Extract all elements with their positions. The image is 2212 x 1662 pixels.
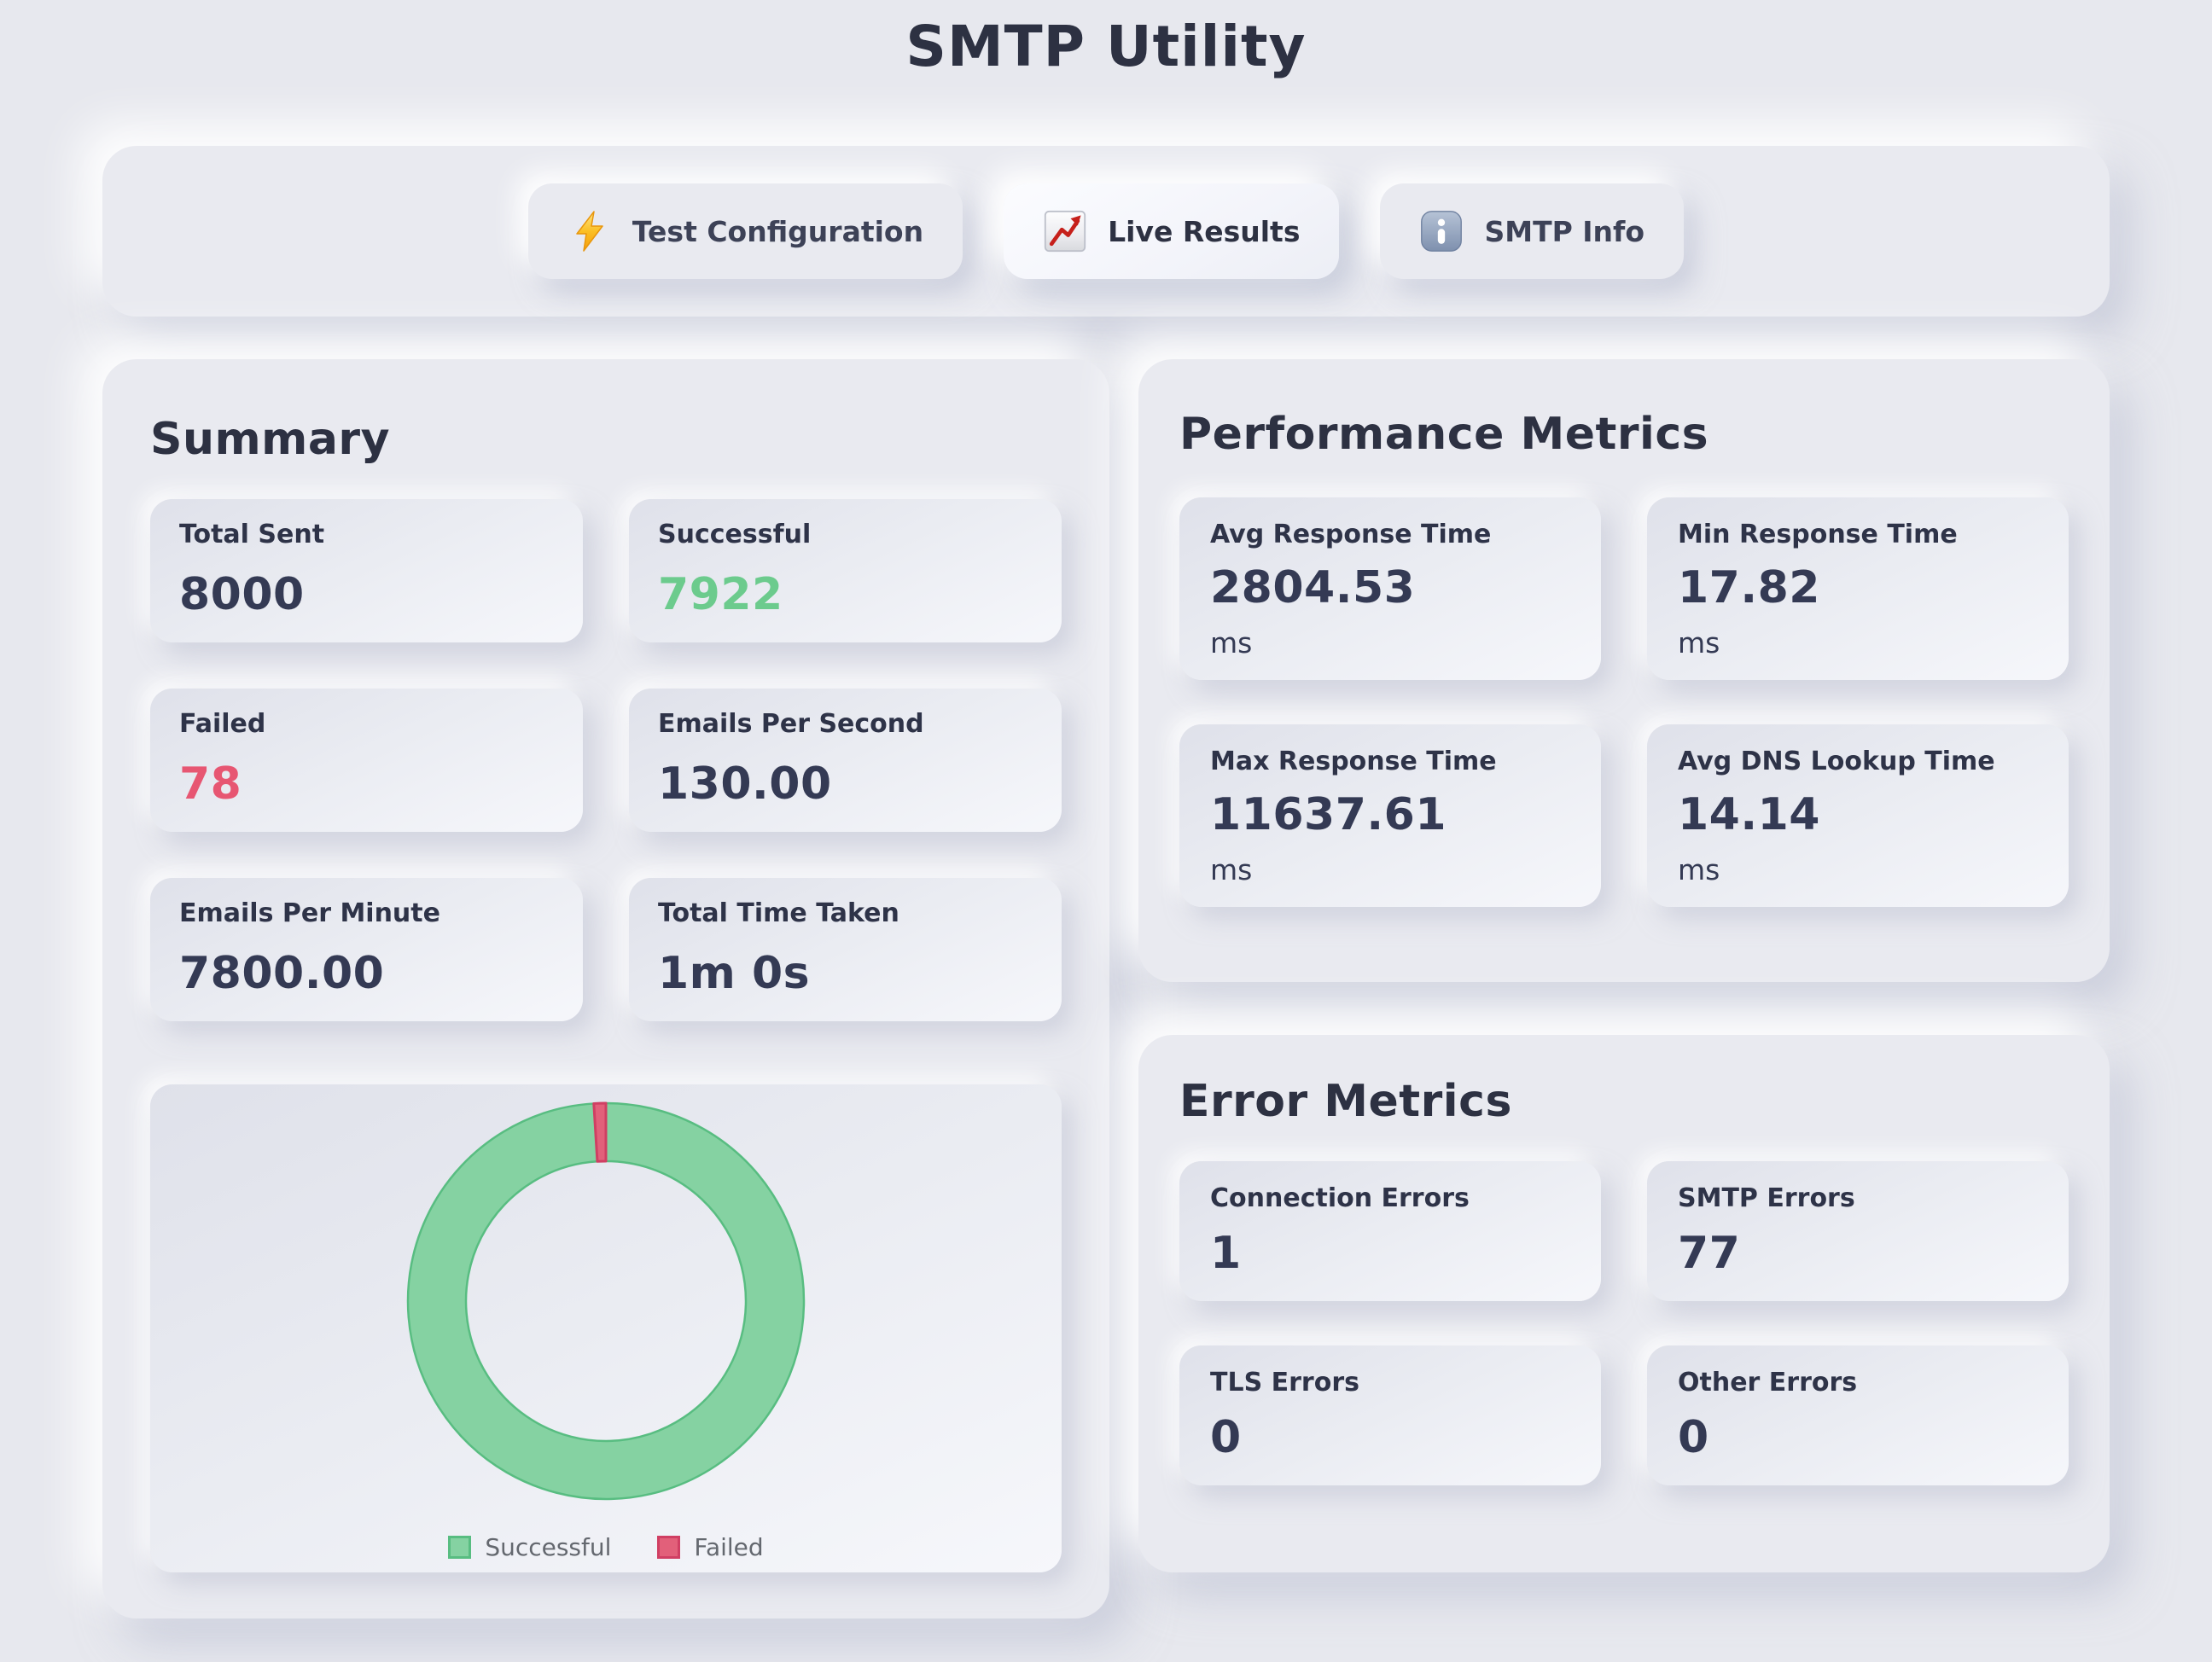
stat-value: 130.00	[658, 758, 832, 810]
stat-card-total-sent: Total Sent 8000	[150, 499, 583, 642]
metric-value: 17.82	[1678, 562, 1820, 613]
summary-stat-grid: Total Sent 8000 Successful 7922 Failed 7…	[150, 499, 1062, 1021]
stat-card-successful: Successful 7922	[629, 499, 1062, 642]
chart-icon	[1044, 210, 1086, 253]
stat-label: Emails Per Second	[658, 709, 924, 739]
tab-live-results[interactable]: Live Results	[1004, 183, 1340, 279]
stat-card-emails-per-minute: Emails Per Minute 7800.00	[150, 878, 583, 1021]
metric-label: Min Response Time	[1678, 520, 1958, 549]
error-grid: Connection Errors 1 SMTP Errors 77 TLS E…	[1179, 1161, 2069, 1485]
error-value: 0	[1678, 1412, 1709, 1463]
right-column: Performance Metrics Avg Response Time 28…	[1138, 359, 2110, 1572]
metric-unit: ms	[1210, 626, 1253, 660]
error-card-connection-errors: Connection Errors 1	[1179, 1161, 1601, 1301]
stat-label: Failed	[179, 709, 266, 739]
chart-card: Successful Failed	[150, 1084, 1062, 1572]
metric-card-min-response-time: Min Response Time 17.82 ms	[1647, 497, 2069, 680]
stat-label: Emails Per Minute	[179, 898, 440, 928]
error-label: TLS Errors	[1210, 1368, 1359, 1398]
error-card-tls-errors: TLS Errors 0	[1179, 1345, 1601, 1485]
error-label: Other Errors	[1678, 1368, 1858, 1398]
legend-label: Failed	[694, 1533, 764, 1561]
legend-swatch-failed	[657, 1536, 681, 1559]
legend-swatch-successful	[448, 1536, 472, 1559]
stat-card-total-time-taken: Total Time Taken 1m 0s	[629, 878, 1062, 1021]
stat-label: Total Time Taken	[658, 898, 899, 928]
info-icon	[1421, 211, 1463, 252]
error-value: 1	[1210, 1228, 1242, 1279]
error-label: Connection Errors	[1210, 1183, 1470, 1213]
metric-value: 11637.61	[1210, 789, 1447, 840]
tab-label: SMTP Info	[1484, 214, 1645, 248]
stat-value: 1m 0s	[658, 948, 811, 999]
lightning-icon	[576, 211, 603, 252]
stat-value: 8000	[179, 569, 305, 620]
metric-unit: ms	[1678, 853, 1720, 886]
error-panel: Error Metrics Connection Errors 1 SMTP E…	[1138, 1035, 2110, 1572]
tab-smtp-info[interactable]: SMTP Info	[1380, 183, 1685, 279]
metric-card-avg-dns-lookup-time: Avg DNS Lookup Time 14.14 ms	[1647, 724, 2069, 907]
stat-card-emails-per-second: Emails Per Second 130.00	[629, 689, 1062, 832]
metric-card-max-response-time: Max Response Time 11637.61 ms	[1179, 724, 1601, 907]
error-value: 77	[1678, 1228, 1741, 1279]
stat-value: 7922	[658, 569, 783, 620]
tab-label: Test Configuration	[632, 214, 924, 248]
tab-label: Live Results	[1108, 214, 1301, 248]
error-card-other-errors: Other Errors 0	[1647, 1345, 2069, 1485]
stat-value: 78	[179, 758, 242, 810]
summary-heading: Summary	[150, 414, 390, 465]
summary-panel: Summary Total Sent 8000 Successful 7922 …	[102, 359, 1109, 1618]
stat-value: 7800.00	[179, 948, 385, 999]
main-content: Summary Total Sent 8000 Successful 7922 …	[102, 359, 2110, 1618]
error-label: SMTP Errors	[1678, 1183, 1855, 1213]
metric-unit: ms	[1210, 853, 1253, 886]
error-heading: Error Metrics	[1179, 1076, 1512, 1127]
metric-card-avg-response-time: Avg Response Time 2804.53 ms	[1179, 497, 1601, 680]
performance-grid: Avg Response Time 2804.53 ms Min Respons…	[1179, 497, 2069, 907]
metric-unit: ms	[1678, 626, 1720, 660]
metric-label: Avg Response Time	[1210, 520, 1492, 549]
metric-label: Max Response Time	[1210, 747, 1497, 776]
legend-item-failed[interactable]: Failed	[657, 1533, 764, 1561]
legend-label: Successful	[485, 1533, 612, 1561]
stat-label: Total Sent	[179, 520, 325, 549]
stat-label: Successful	[658, 520, 812, 549]
legend-item-successful[interactable]: Successful	[448, 1533, 611, 1561]
chart-legend: Successful Failed	[448, 1533, 764, 1561]
performance-panel: Performance Metrics Avg Response Time 28…	[1138, 359, 2110, 982]
page-title: SMTP Utility	[905, 14, 1307, 79]
tab-bar: Test Configuration Live Results	[102, 146, 2110, 317]
metric-value: 2804.53	[1210, 562, 1416, 613]
donut-chart	[406, 1101, 806, 1501]
tab-test-configuration[interactable]: Test Configuration	[527, 183, 963, 279]
error-value: 0	[1210, 1412, 1242, 1463]
error-card-smtp-errors: SMTP Errors 77	[1647, 1161, 2069, 1301]
stat-card-failed: Failed 78	[150, 689, 583, 832]
performance-heading: Performance Metrics	[1179, 409, 1709, 460]
metric-value: 14.14	[1678, 789, 1820, 840]
metric-label: Avg DNS Lookup Time	[1678, 747, 1995, 776]
